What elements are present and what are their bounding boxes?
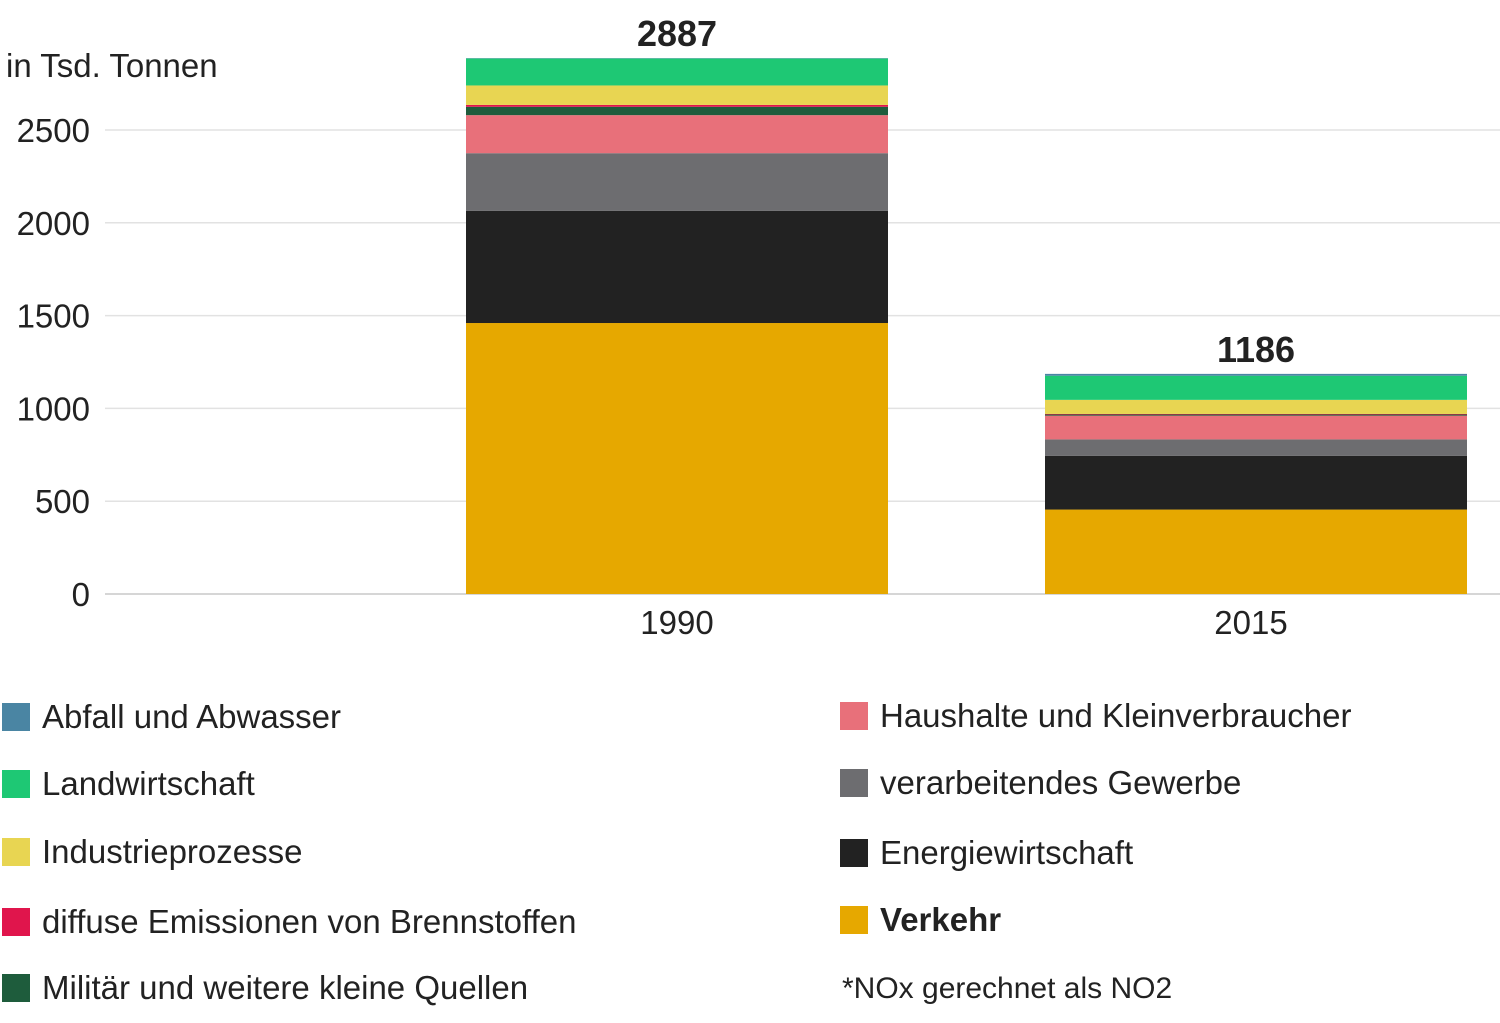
bar-segment bbox=[466, 210, 888, 324]
bar-segment bbox=[1045, 509, 1467, 594]
legend-item: Abfall und Abwasser bbox=[2, 698, 342, 735]
bar-segment bbox=[1045, 439, 1467, 456]
legend-item: Verkehr bbox=[840, 901, 1002, 938]
y-axis-unit-label: in Tsd. Tonnen bbox=[6, 47, 218, 84]
legend-label: Industrieprozesse bbox=[42, 833, 303, 870]
legend-swatch bbox=[2, 703, 30, 731]
legend-item: verarbeitendes Gewerbe bbox=[840, 764, 1242, 801]
bar-segment bbox=[1045, 455, 1467, 510]
legend-item: Militär und weitere kleine Quellen bbox=[2, 969, 529, 1006]
bar-segment bbox=[466, 58, 888, 86]
legend-label: diffuse Emissionen von Brennstoffen bbox=[42, 903, 577, 940]
legend-swatch bbox=[2, 908, 30, 936]
bar-segment bbox=[466, 323, 888, 594]
bar-segment bbox=[466, 153, 888, 211]
legend-label: Verkehr bbox=[880, 901, 1002, 938]
y-tick-label: 1500 bbox=[17, 298, 90, 335]
legend-swatch bbox=[840, 906, 868, 934]
bar-segment bbox=[1045, 413, 1467, 415]
legend-label: Haushalte und Kleinverbraucher bbox=[880, 697, 1352, 734]
bar-segment bbox=[1045, 375, 1467, 400]
legend-swatch bbox=[2, 770, 30, 798]
bar-segment bbox=[466, 115, 888, 154]
legend-item: Industrieprozesse bbox=[2, 833, 303, 870]
y-tick-label: 1000 bbox=[17, 390, 90, 427]
legend-label: verarbeitendes Gewerbe bbox=[880, 764, 1242, 801]
legend-label: Militär und weitere kleine Quellen bbox=[42, 969, 529, 1006]
legend-swatch bbox=[2, 838, 30, 866]
y-tick-label: 2000 bbox=[17, 205, 90, 242]
bar-total-label: 2887 bbox=[637, 13, 717, 54]
bar-segment bbox=[1045, 399, 1467, 414]
y-tick-label: 2500 bbox=[17, 112, 90, 149]
footnote: *NOx gerechnet als NO2 bbox=[842, 972, 1173, 1005]
legend-swatch bbox=[2, 974, 30, 1002]
legend-item: Landwirtschaft bbox=[2, 765, 255, 802]
bar-segment bbox=[466, 106, 888, 116]
bar-segment bbox=[1045, 414, 1467, 416]
bar-total-label: 1186 bbox=[1217, 329, 1295, 370]
bar-segment bbox=[1045, 415, 1467, 440]
y-tick-label: 500 bbox=[35, 483, 90, 520]
bar-segment bbox=[466, 85, 888, 105]
legend-label: Energiewirtschaft bbox=[880, 834, 1134, 871]
y-tick-label: 0 bbox=[72, 576, 90, 613]
legend-label: Landwirtschaft bbox=[42, 765, 255, 802]
x-tick-label: 1990 bbox=[640, 604, 713, 641]
bar-segment bbox=[466, 104, 888, 107]
stacked-bar-chart: 0 500 1000 1500 2000 2500 in Tsd. Tonnen 2887 19… bbox=[6, 13, 1500, 641]
legend-item: diffuse Emissionen von Brennstoffen bbox=[2, 903, 577, 940]
legend-swatch bbox=[840, 769, 868, 797]
legend-swatch bbox=[840, 839, 868, 867]
x-tick-label: 2015 bbox=[1214, 604, 1287, 641]
bar-segment bbox=[1045, 373, 1467, 376]
legend-label: Abfall und Abwasser bbox=[42, 698, 342, 735]
legend-item: Haushalte und Kleinverbraucher bbox=[840, 697, 1352, 734]
legend-swatch bbox=[840, 702, 868, 730]
legend-item: Energiewirtschaft bbox=[840, 834, 1134, 871]
